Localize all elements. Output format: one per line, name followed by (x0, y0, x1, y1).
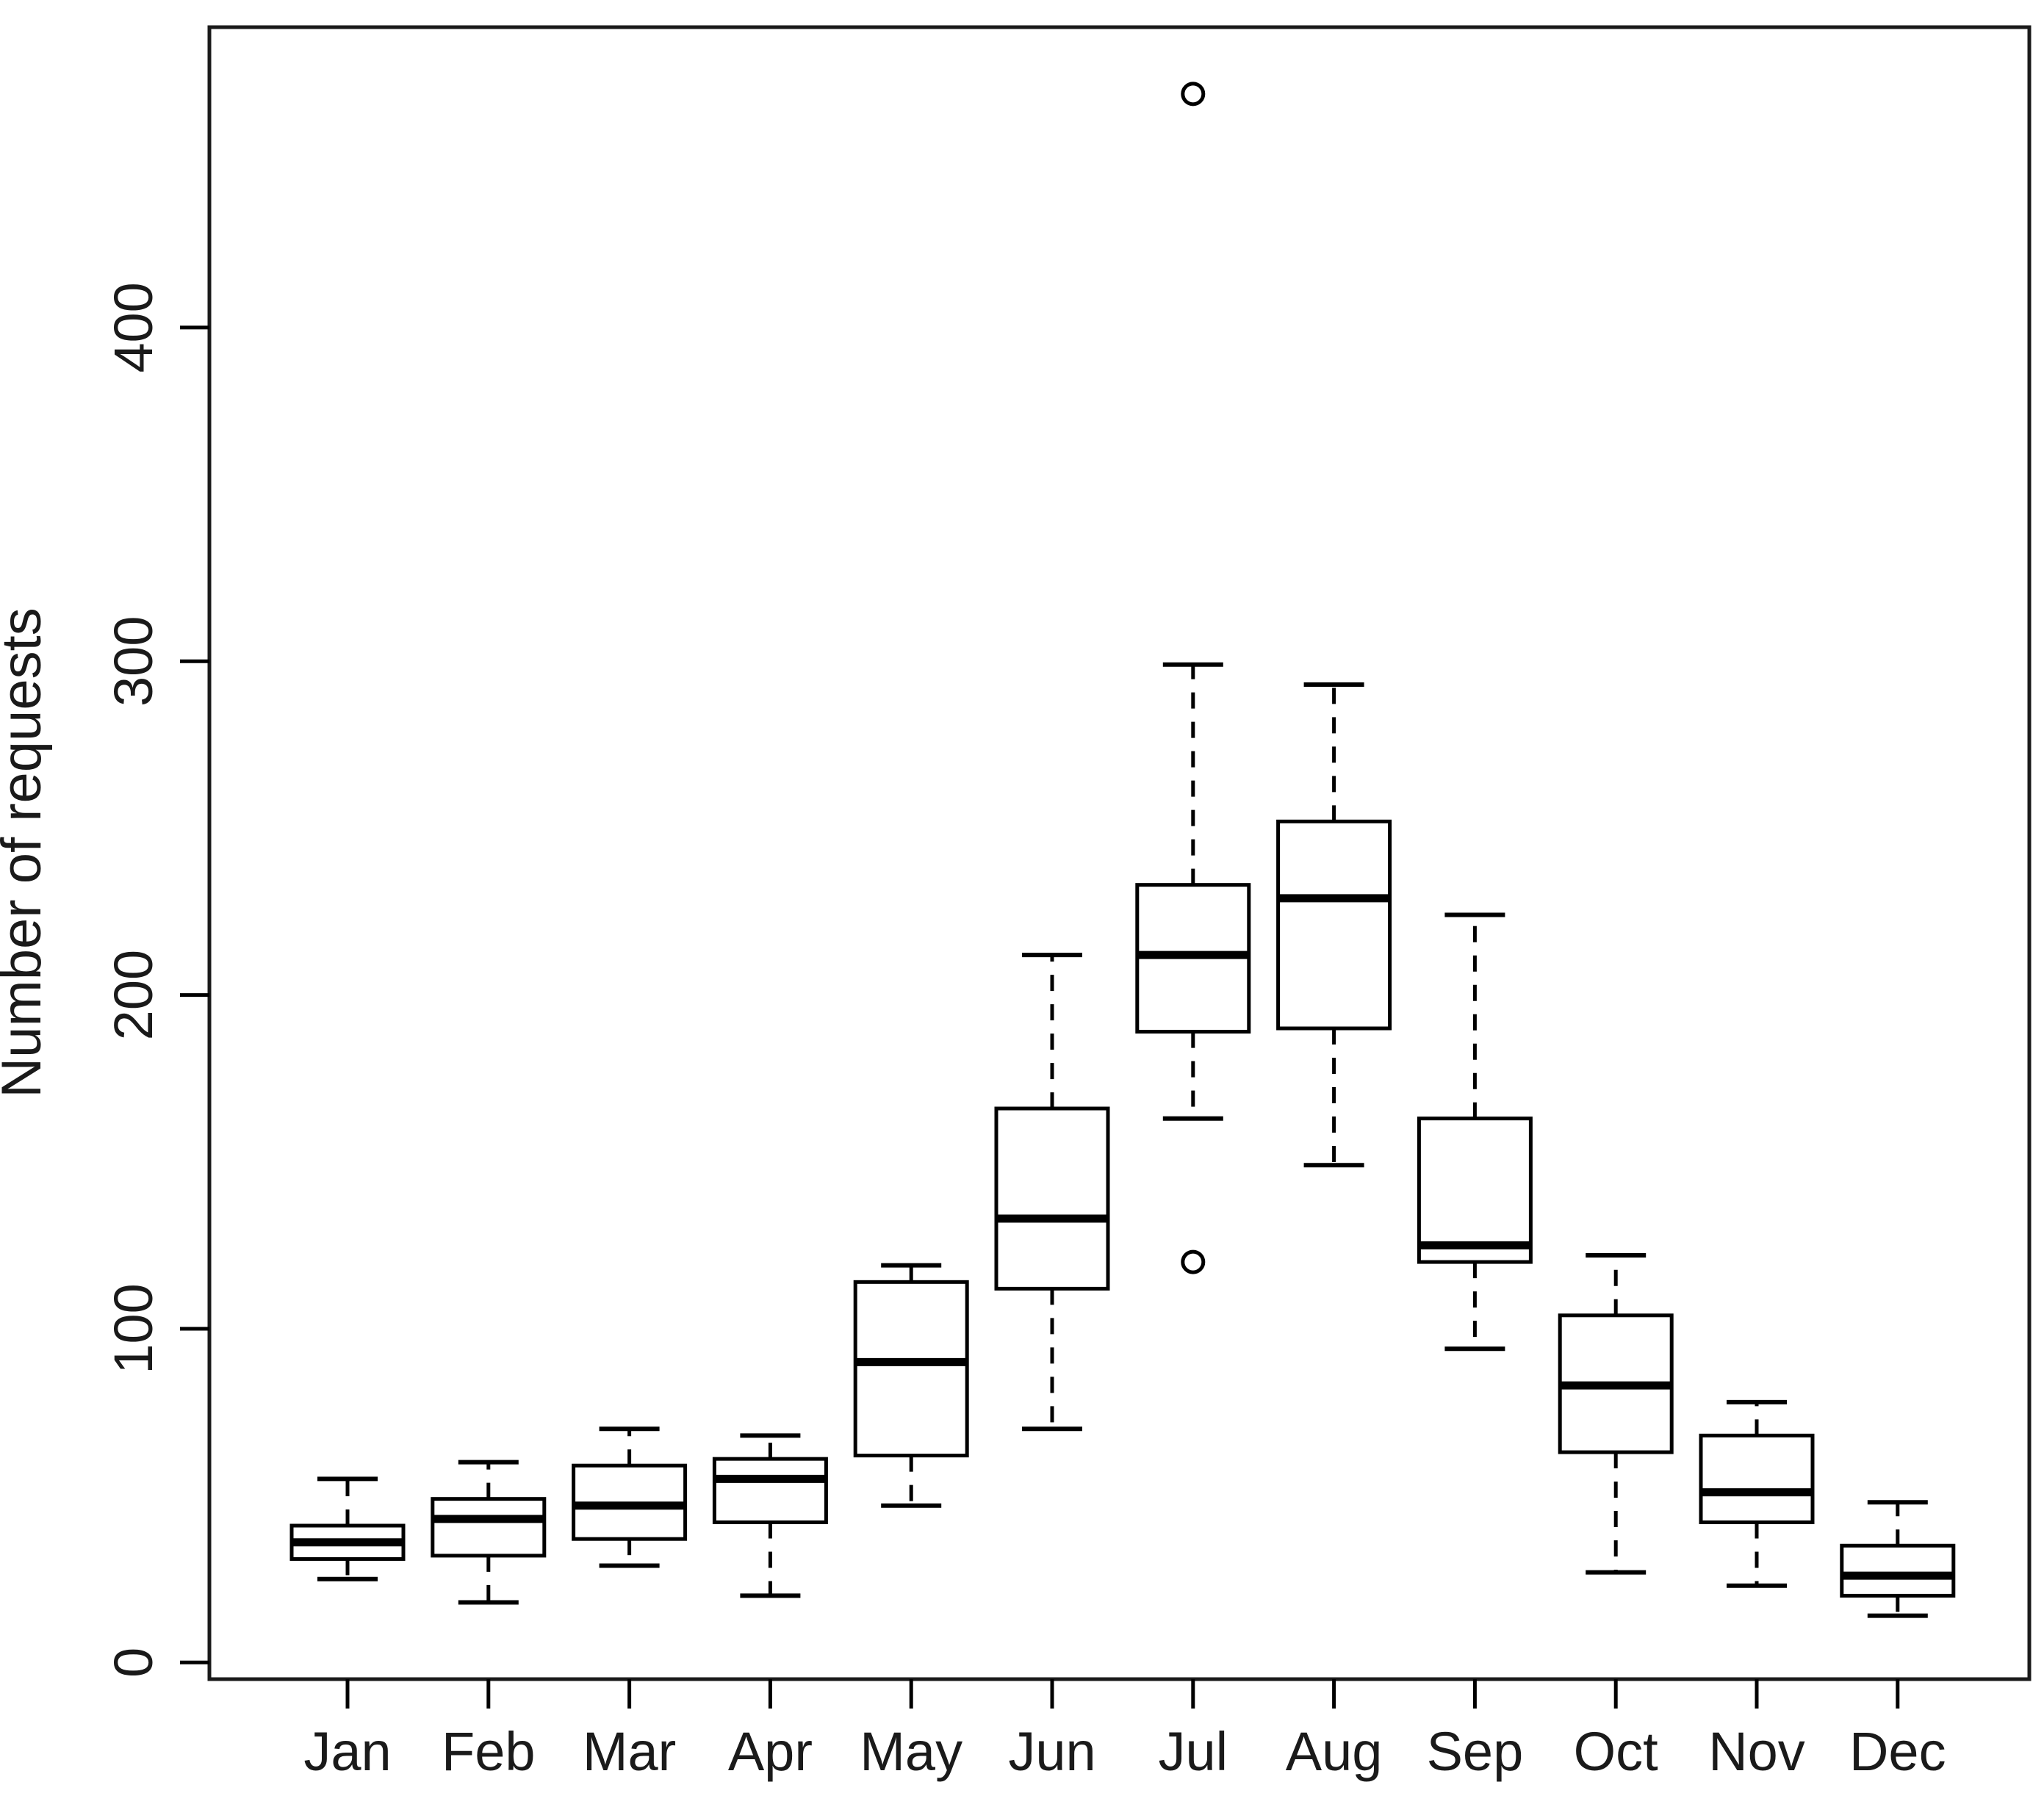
x-tick-label: Sep (1427, 1721, 1524, 1782)
boxplot-jan (289, 1476, 406, 1581)
x-tick-label: May (860, 1721, 962, 1782)
boxplot-dec (1840, 1500, 1956, 1618)
y-tick-label: 0 (103, 1648, 164, 1678)
boxplot-jun (994, 953, 1110, 1432)
boxplot-nov (1699, 1399, 1815, 1588)
x-tick-label: Jul (1158, 1721, 1228, 1782)
y-tick-label: 100 (103, 1283, 164, 1374)
box-iqr (853, 1280, 969, 1458)
x-tick-label: Nov (1708, 1721, 1805, 1782)
outlier-point (1181, 1249, 1206, 1274)
x-tick-label: Aug (1286, 1721, 1383, 1782)
x-axis: Jan Feb Mar Apr May Jun Jul Aug Sep Oct Nov Dec (303, 1679, 1946, 1782)
boxplot-sep (1417, 912, 1533, 1352)
plot-frame (207, 25, 2032, 1681)
x-tick-label: Dec (1849, 1721, 1946, 1782)
boxplot-mar (572, 1426, 688, 1568)
boxplot-series (289, 82, 1956, 1618)
boxplot-apr (712, 1433, 828, 1598)
box-iqr (1699, 1433, 1815, 1524)
y-tick-label: 400 (103, 282, 164, 372)
box-iqr (994, 1106, 1110, 1291)
x-tick-label: Jan (303, 1721, 391, 1782)
y-tick-label: 300 (103, 616, 164, 707)
box-iqr (431, 1497, 547, 1558)
boxplot-may (853, 1263, 969, 1508)
boxplot-feb (431, 1460, 547, 1605)
y-axis-title: Number of requests (0, 607, 53, 1097)
x-tick-label: Oct (1574, 1721, 1659, 1782)
box-iqr (1276, 819, 1392, 1031)
x-tick-label: Mar (583, 1721, 676, 1782)
x-tick-label: Jun (1008, 1721, 1095, 1782)
box-iqr (712, 1457, 828, 1524)
x-tick-label: Feb (442, 1721, 536, 1782)
outlier-point (1181, 82, 1206, 107)
y-axis: 0 100 200 300 400 (103, 282, 209, 1678)
boxplot-jul (1135, 82, 1251, 1274)
box-iqr (1417, 1116, 1533, 1264)
y-tick-label: 200 (103, 950, 164, 1040)
boxplot-aug (1276, 682, 1392, 1168)
box-iqr (1840, 1543, 1956, 1598)
boxplot-oct (1558, 1252, 1674, 1575)
x-tick-label: Apr (728, 1721, 813, 1782)
